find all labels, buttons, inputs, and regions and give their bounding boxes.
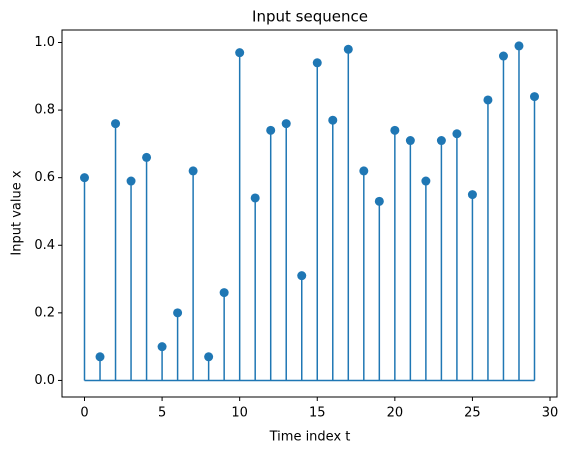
marker	[80, 173, 89, 183]
marker	[188, 166, 198, 176]
marker	[421, 176, 431, 186]
x-tick-label: 15	[309, 406, 326, 421]
marker	[297, 271, 307, 281]
marker	[436, 136, 446, 146]
plot-frame	[61, 29, 558, 398]
marker	[374, 196, 384, 206]
marker	[530, 92, 539, 102]
marker	[467, 190, 477, 200]
marker	[312, 58, 322, 68]
marker	[173, 308, 183, 318]
marker	[95, 352, 105, 362]
marker	[405, 136, 415, 146]
marker	[235, 48, 245, 58]
marker	[111, 119, 121, 129]
marker	[250, 193, 260, 203]
y-tick-label: 0.2	[34, 305, 55, 320]
marker	[266, 125, 276, 135]
marker	[514, 41, 524, 51]
x-tick-label: 0	[80, 406, 88, 421]
marker	[281, 119, 291, 129]
marker	[157, 342, 167, 352]
y-tick-label: 0.4	[34, 238, 55, 253]
marker	[219, 288, 229, 298]
marker	[390, 125, 400, 135]
marker	[452, 129, 462, 139]
marker	[328, 115, 338, 125]
y-tick-label: 0.6	[34, 170, 55, 185]
y-tick-label: 1.0	[34, 35, 55, 50]
x-axis-label: Time index t	[269, 430, 351, 445]
marker	[343, 44, 353, 54]
x-tick-label: 5	[158, 406, 166, 421]
marker	[126, 176, 136, 186]
marker	[204, 352, 214, 362]
marker	[142, 152, 152, 162]
chart-title: Input sequence	[252, 8, 368, 26]
x-tick-label: 20	[387, 406, 404, 421]
marker	[359, 166, 369, 176]
y-axis-label: Input value x	[10, 170, 25, 255]
y-tick-label: 0.0	[34, 373, 55, 388]
x-tick-label: 25	[464, 406, 481, 421]
x-tick-label: 30	[542, 406, 559, 421]
x-tick-label: 10	[231, 406, 248, 421]
marker	[483, 95, 493, 105]
marker	[498, 51, 508, 61]
y-tick-label: 0.8	[34, 103, 55, 118]
